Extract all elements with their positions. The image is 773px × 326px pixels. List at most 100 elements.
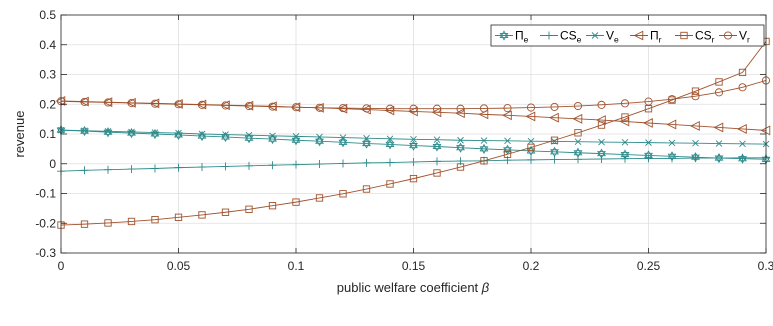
data-point [527, 143, 535, 152]
x-tick-label: 0.1 [288, 259, 305, 273]
y-axis-label: revenue [12, 111, 27, 158]
data-point [643, 118, 653, 128]
data-point [598, 138, 605, 146]
legend-entry: CSr [675, 29, 715, 45]
data-point [668, 154, 676, 163]
data-point [666, 119, 677, 130]
legend-label-sub: e [524, 35, 529, 45]
data-point [738, 68, 747, 77]
data-point [574, 129, 582, 137]
legend-label-sub: r [712, 35, 715, 45]
data-point [573, 147, 583, 158]
data-point [245, 161, 253, 170]
data-point [80, 166, 89, 175]
data-point [597, 154, 606, 163]
data-point [455, 108, 465, 119]
data-point [103, 98, 113, 107]
legend: Πe CSe Ve Πr CSr Vr [490, 24, 765, 47]
data-point [597, 121, 606, 129]
data-point [338, 137, 348, 148]
data-point [175, 129, 182, 137]
data-point [597, 100, 606, 109]
data-point [292, 133, 300, 140]
y-tick-label: -0.3 [35, 246, 56, 260]
legend-label: Vr [739, 29, 750, 45]
data-point [339, 190, 347, 198]
y-tick-label: 0.1 [39, 127, 56, 141]
x-tick-label: 0.2 [523, 259, 540, 273]
data-point [268, 202, 277, 210]
data-point [502, 110, 512, 121]
legend-label-main: V [606, 29, 614, 43]
data-point [386, 135, 394, 143]
y-tick-label: 0.2 [39, 97, 56, 111]
data-point [221, 162, 230, 171]
data-point [151, 164, 159, 173]
data-point [503, 104, 512, 113]
data-point [503, 150, 512, 158]
data-point [456, 142, 465, 153]
series-line [60, 80, 767, 110]
data-point [550, 136, 559, 144]
data-point [737, 124, 747, 134]
data-point [315, 103, 324, 112]
y-tick-label: -0.2 [35, 216, 56, 230]
data-point [315, 194, 324, 202]
legend-label-sub: e [577, 35, 582, 45]
data-point [504, 137, 511, 145]
data-point [692, 139, 699, 147]
data-point [268, 102, 277, 111]
legend-entry: Πr [630, 29, 662, 45]
data-point [739, 140, 746, 148]
data-point [526, 145, 536, 157]
data-point [81, 127, 88, 135]
data-point [527, 137, 535, 145]
data-point [480, 157, 488, 165]
data-point [198, 130, 206, 138]
data-point [386, 158, 394, 167]
data-point [268, 161, 277, 170]
data-point [362, 185, 371, 193]
legend-swatch-marker [499, 30, 509, 41]
data-point [574, 138, 582, 146]
data-point [714, 88, 724, 97]
data-point [292, 198, 300, 206]
legend-swatch-marker [591, 32, 599, 39]
data-point [362, 158, 371, 167]
data-point [433, 157, 441, 166]
data-point [222, 131, 229, 138]
data-point [479, 104, 489, 113]
data-point [269, 132, 276, 140]
data-point [221, 101, 230, 110]
data-point [174, 100, 183, 109]
data-point [691, 154, 700, 163]
legend-label-main: CS [695, 29, 712, 43]
data-point [409, 140, 418, 151]
data-point [408, 106, 418, 117]
data-point [362, 104, 371, 113]
data-point [574, 155, 582, 164]
data-point [198, 211, 206, 219]
x-tick-label: 0.15 [402, 259, 426, 273]
legend-swatch-marker [545, 31, 553, 40]
data-point [315, 136, 324, 147]
data-point [197, 100, 207, 109]
data-point [410, 136, 417, 143]
data-point [738, 153, 747, 162]
data-point [127, 217, 136, 226]
legend-entry: Vr [719, 29, 750, 45]
data-point [221, 208, 230, 216]
data-point [526, 103, 536, 112]
ticks [60, 14, 767, 254]
data-point [316, 133, 323, 141]
data-point [386, 180, 394, 188]
data-point [456, 104, 465, 113]
data-point [339, 159, 347, 168]
data-point [644, 154, 653, 163]
legend-swatch-marker [680, 31, 688, 40]
data-point [621, 113, 629, 121]
x-tick-label: 0.25 [637, 259, 661, 273]
data-point [128, 128, 135, 136]
legend-label-main: V [739, 29, 747, 43]
data-point [127, 165, 136, 174]
